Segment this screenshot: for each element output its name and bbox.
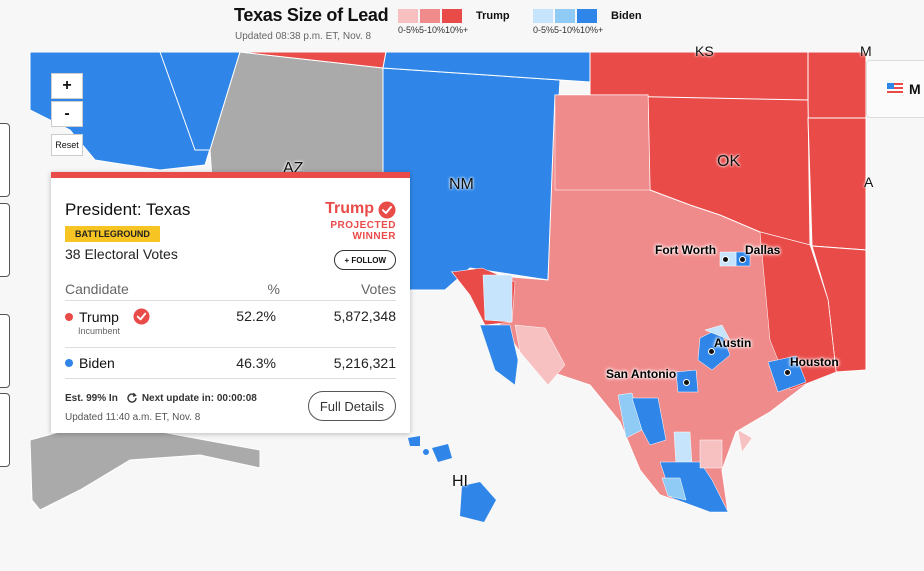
divider (65, 378, 396, 379)
side-tab-2[interactable] (0, 203, 10, 277)
county-group-coast-pale (737, 429, 753, 453)
candidate-pct: 46.3% (236, 355, 276, 371)
state-colorado-edge (382, 52, 591, 83)
label-ok: OK (717, 153, 741, 170)
corner-tab[interactable]: M (866, 60, 924, 118)
candidate-votes: 5,872,348 (333, 308, 396, 324)
state-hawaii-maui (432, 444, 452, 462)
candidate-pct: 52.2% (236, 308, 276, 324)
race-result-card: President: Texas BATTLEGROUND 38 Elector… (51, 172, 410, 433)
incumbent-label: Incumbent (78, 326, 121, 336)
legend-swatch-trump-5-10 (420, 9, 440, 23)
legend-biden: Biden 0-5%5-10%10%+ (533, 9, 642, 39)
state-hawaii-big-island (460, 482, 496, 522)
county-group-border-pale (673, 431, 693, 466)
reset-map-button[interactable]: Reset (51, 134, 83, 156)
projected-winner-label: PROJECTED WINNER (330, 220, 396, 242)
candidate-name: Biden (79, 355, 115, 371)
legend-trump: Trump 0-5%5-10%10%+ (398, 9, 510, 39)
candidate-row-biden: Biden (65, 355, 115, 371)
refresh-icon (127, 392, 137, 403)
legend-swatch-biden-5-10 (555, 9, 575, 23)
label-mo-partial: M (860, 43, 872, 59)
county-group-west-light (514, 324, 566, 386)
city-label-san-antonio: San Antonio (606, 367, 677, 381)
legend-trump-label: Trump (476, 10, 510, 22)
city-label-houston: Houston (790, 355, 839, 369)
party-dot-gop (65, 312, 73, 321)
city-dot-dallas (739, 256, 746, 263)
county-group-border-blue (631, 397, 667, 446)
county-williamson-light (704, 324, 731, 341)
legend-swatch-trump-10-plus (442, 9, 462, 23)
page-title: Texas Size of Lead (234, 5, 389, 25)
label-ar-partial: A (864, 174, 874, 190)
legend-swatch-trump-0-5 (398, 9, 418, 23)
zoom-in-button[interactable]: + (51, 73, 83, 99)
county-group-valley-light (661, 477, 687, 501)
label-hi: HI (452, 473, 468, 490)
divider (65, 347, 396, 348)
race-title: President: Texas (65, 200, 191, 219)
winner-check-icon (133, 308, 150, 325)
next-update: Next update in: 00:00:08 (141, 392, 257, 404)
us-flag-icon (887, 83, 903, 95)
county-group-coast-light (699, 439, 723, 469)
state-arkansas-edge (807, 117, 867, 251)
column-header-votes: Votes (360, 281, 396, 297)
city-label-dallas: Dallas (745, 243, 781, 257)
candidate-row-trump: Trump (65, 308, 150, 325)
legend-trump-ticks: 0-5%5-10%10%+ (398, 25, 469, 35)
party-dot-dem (65, 359, 73, 367)
candidate-name: Trump (79, 308, 119, 325)
winner-check-icon (378, 201, 396, 219)
follow-button[interactable]: + FOLLOW (334, 250, 396, 270)
full-details-button[interactable]: Full Details (308, 391, 396, 421)
county-group-hudspeth (482, 274, 513, 323)
column-header-pct: % (267, 281, 280, 297)
side-tab-3[interactable] (0, 314, 10, 388)
state-kansas-edge (589, 52, 809, 101)
card-updated-time: Updated 11:40 a.m. ET, Nov. 8 (65, 412, 201, 423)
map-updated-time: Updated 08:38 p.m. ET, Nov. 8 (235, 31, 372, 42)
state-hawaii-molokai (423, 449, 429, 455)
zoom-out-button[interactable]: - (51, 101, 83, 127)
projected-winner-name: Trump (325, 200, 374, 217)
state-hawaii-oahu (408, 436, 420, 446)
county-group-big-bend (479, 324, 519, 386)
column-header-candidate: Candidate (65, 281, 129, 297)
divider (65, 300, 396, 301)
side-tab-4[interactable] (0, 393, 10, 467)
county-group-east (759, 231, 837, 391)
corner-tab-label: M (909, 81, 921, 97)
city-label-austin: Austin (714, 336, 752, 350)
legend-swatch-biden-0-5 (533, 9, 553, 23)
city-dot-austin (708, 348, 715, 355)
side-tab-1[interactable] (0, 123, 10, 197)
city-label-fort-worth: Fort Worth (655, 243, 717, 257)
legend-biden-label: Biden (611, 10, 642, 22)
state-alaska (29, 424, 261, 511)
legend-biden-ticks: 0-5%5-10%10%+ (533, 25, 604, 35)
legend-swatch-biden-10-plus (577, 9, 597, 23)
estimate-row: Est. 99% In Next update in: 00:00:08 (65, 392, 257, 404)
candidate-votes: 5,216,321 (333, 355, 396, 371)
page-header: Texas Size of Lead Updated 08:38 p.m. ET… (0, 0, 924, 52)
projected-label: PROJECTED (330, 220, 396, 231)
winner-label: WINNER (352, 231, 396, 242)
label-ks: KS (695, 43, 714, 59)
state-missouri-edge (807, 52, 867, 119)
estimate-in: Est. 99% In (65, 392, 118, 404)
county-group-panhandle (554, 94, 651, 191)
label-nm: NM (449, 176, 474, 193)
battleground-badge: BATTLEGROUND (65, 226, 160, 242)
city-dot-houston (784, 369, 791, 376)
city-dot-san-antonio (683, 379, 690, 386)
electoral-votes: 38 Electoral Votes (65, 246, 178, 262)
city-dot-fort-worth (722, 256, 729, 263)
